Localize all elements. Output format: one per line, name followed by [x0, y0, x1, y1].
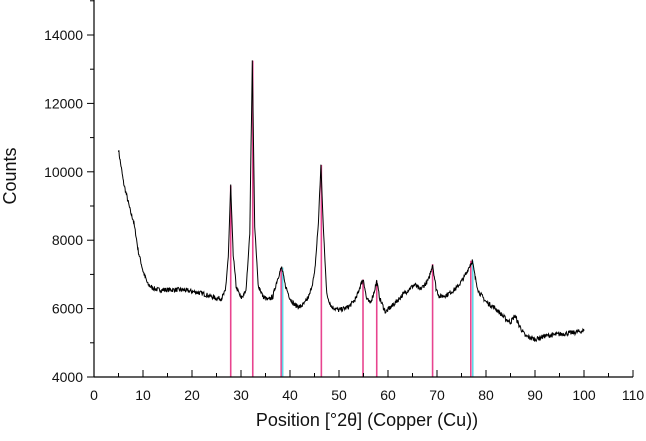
x-tick-label: 70 [429, 387, 445, 403]
data-series-line [118, 60, 585, 343]
axes: 0 10 20 30 40 50 60 70 80 90 100 110 4000 6000 8000 10… [44, 0, 644, 403]
x-tick-label: 110 [622, 387, 645, 403]
x-tick-label: 50 [331, 387, 347, 403]
y-tick-label: 6000 [52, 301, 83, 317]
y-axis-label: Counts [0, 147, 20, 204]
y-tick-label: 14000 [44, 27, 83, 43]
reference-lines [229, 60, 474, 377]
x-axis-label: Position [°2θ] (Copper (Cu)) [256, 410, 478, 430]
x-tick-label: 90 [527, 387, 543, 403]
x-tick-label: 60 [380, 387, 396, 403]
y-axis-ticks: 4000 6000 8000 10000 12000 14000 [44, 0, 94, 385]
x-tick-label: 40 [282, 387, 298, 403]
x-tick-label: 0 [90, 387, 98, 403]
y-tick-label: 12000 [44, 95, 83, 111]
y-tick-label: 8000 [52, 232, 83, 248]
y-tick-label: 4000 [52, 369, 83, 385]
y-tick-label: 10000 [44, 164, 83, 180]
x-tick-label: 20 [184, 387, 200, 403]
x-tick-label: 80 [478, 387, 494, 403]
x-axis-ticks: 0 10 20 30 40 50 60 70 80 90 100 110 [90, 370, 644, 403]
x-tick-label: 30 [233, 387, 249, 403]
x-tick-label: 100 [572, 387, 596, 403]
x-tick-label: 10 [135, 387, 151, 403]
